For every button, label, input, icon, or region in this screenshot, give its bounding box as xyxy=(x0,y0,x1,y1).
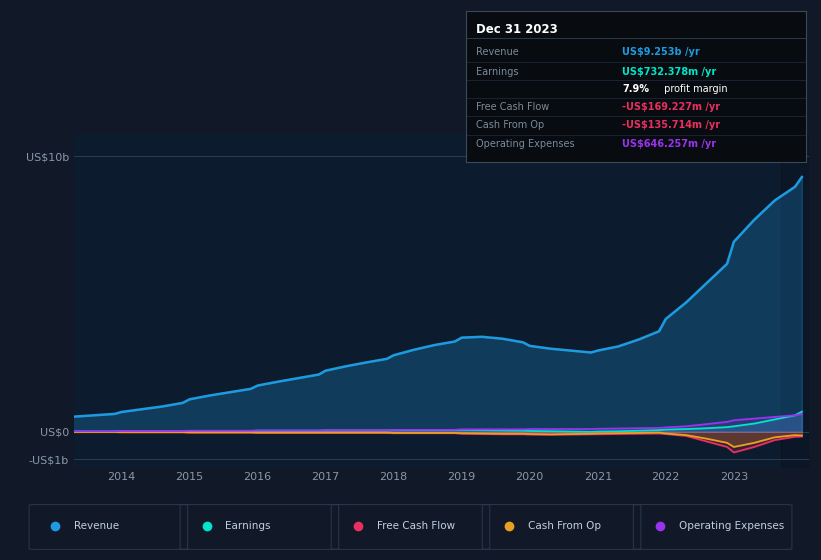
Text: -US$135.714m /yr: -US$135.714m /yr xyxy=(622,120,720,130)
Text: Operating Expenses: Operating Expenses xyxy=(475,139,575,150)
Text: Earnings: Earnings xyxy=(475,67,518,77)
Text: Free Cash Flow: Free Cash Flow xyxy=(377,521,455,531)
Text: Earnings: Earnings xyxy=(226,521,271,531)
Text: Operating Expenses: Operating Expenses xyxy=(679,521,784,531)
Text: US$9.253b /yr: US$9.253b /yr xyxy=(622,47,700,57)
Text: -US$169.227m /yr: -US$169.227m /yr xyxy=(622,102,720,112)
Text: Revenue: Revenue xyxy=(75,521,120,531)
Text: Free Cash Flow: Free Cash Flow xyxy=(475,102,549,112)
Text: 7.9%: 7.9% xyxy=(622,84,649,94)
Text: Dec 31 2023: Dec 31 2023 xyxy=(475,24,557,36)
Text: Cash From Op: Cash From Op xyxy=(475,120,544,130)
Text: Cash From Op: Cash From Op xyxy=(528,521,601,531)
Text: profit margin: profit margin xyxy=(662,84,728,94)
Text: Revenue: Revenue xyxy=(475,47,519,57)
Bar xyxy=(782,134,809,468)
Text: US$732.378m /yr: US$732.378m /yr xyxy=(622,67,717,77)
Text: US$646.257m /yr: US$646.257m /yr xyxy=(622,139,717,150)
